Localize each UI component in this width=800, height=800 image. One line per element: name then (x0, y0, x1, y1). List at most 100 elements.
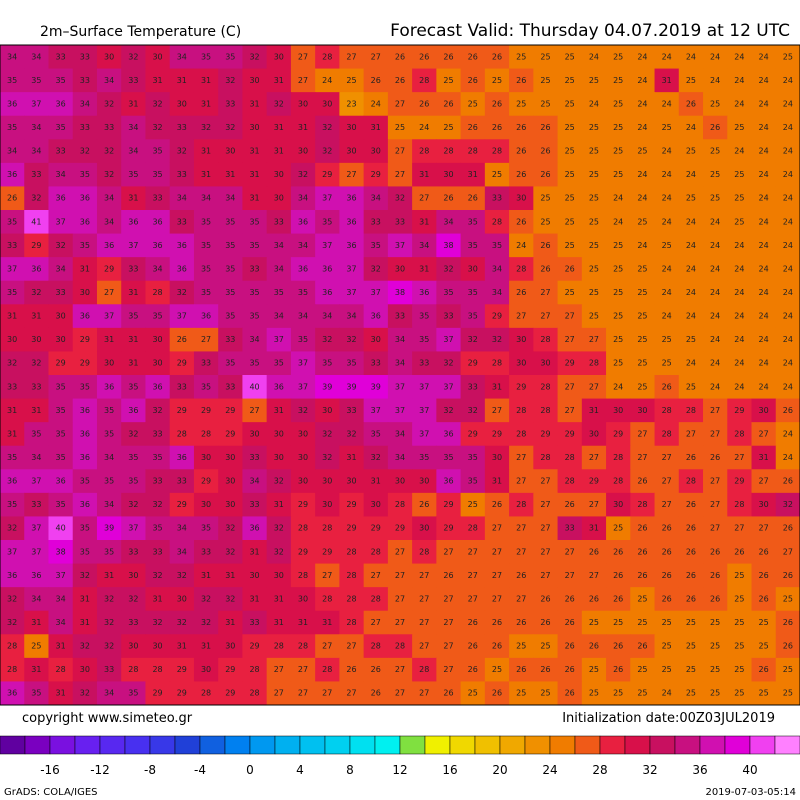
temp-label: 35 (419, 335, 429, 344)
temp-cell (363, 445, 389, 470)
temp-label: 25 (613, 359, 623, 368)
temp-label: 27 (565, 406, 575, 415)
temp-label: 30 (613, 500, 623, 509)
temp-cell (145, 351, 171, 376)
temp-cell (24, 257, 49, 282)
temp-cell (727, 375, 753, 400)
temp-label: 27 (516, 477, 526, 486)
temp-cell (727, 563, 753, 588)
temp-cell (606, 516, 631, 541)
temp-cell (727, 445, 753, 470)
temp-label: 26 (395, 52, 405, 61)
temp-cell (436, 139, 462, 164)
temp-label: 29 (152, 689, 162, 698)
temp-label: 28 (662, 429, 672, 438)
temp-cell (727, 516, 753, 541)
temp-label: 25 (589, 665, 599, 674)
temp-cell (630, 115, 656, 140)
temp-cell (193, 492, 219, 517)
temp-label: 35 (201, 382, 211, 391)
temp-label: 37 (346, 264, 356, 273)
temp-label: 35 (56, 500, 66, 509)
temp-label: 27 (516, 524, 526, 533)
colorbar-swatch (224, 735, 251, 755)
temp-label: 31 (759, 453, 769, 462)
temp-label: 32 (346, 335, 356, 344)
temp-label: 35 (468, 217, 478, 226)
temp-label: 25 (565, 52, 575, 61)
temp-cell (266, 657, 292, 682)
temp-cell (0, 115, 25, 140)
temp-cell (169, 681, 195, 706)
temp-label: 27 (637, 429, 647, 438)
temp-cell (387, 92, 413, 117)
temp-label: 30 (419, 524, 429, 533)
temp-label: 30 (56, 312, 66, 321)
temp-cell (24, 610, 49, 635)
temp-cell (339, 45, 365, 70)
temp-cell (266, 210, 292, 235)
temp-cell (533, 162, 559, 187)
temp-cell (169, 587, 195, 612)
temp-label: 30 (589, 429, 599, 438)
temp-cell (533, 422, 559, 447)
temp-label: 31 (201, 76, 211, 85)
temp-cell (145, 139, 171, 164)
temp-label: 30 (225, 453, 235, 462)
temp-cell (654, 398, 680, 423)
temp-cell (72, 422, 98, 447)
temp-label: 27 (395, 665, 405, 674)
temp-cell (436, 398, 462, 423)
temp-label: 26 (516, 217, 526, 226)
temp-cell (727, 587, 753, 612)
temp-cell (72, 657, 98, 682)
temp-cell (266, 92, 292, 117)
temp-label: 26 (565, 618, 575, 627)
colorbar-swatch (0, 735, 26, 755)
temp-cell (751, 304, 777, 329)
temp-cell (533, 375, 559, 400)
temp-cell (412, 587, 437, 612)
temp-label: 27 (443, 642, 453, 651)
temp-cell (436, 634, 462, 659)
temp-label: 25 (637, 264, 647, 273)
temp-cell (218, 45, 243, 70)
temp-label: 24 (783, 194, 793, 203)
temp-cell (533, 304, 559, 329)
temp-cell (193, 210, 219, 235)
temp-cell (242, 327, 268, 352)
temp-label: 31 (7, 312, 17, 321)
temp-cell (484, 68, 510, 93)
temp-label: 32 (274, 99, 284, 108)
temp-cell (218, 540, 243, 565)
colorbar-swatch (524, 735, 551, 755)
temp-label: 25 (565, 241, 575, 250)
temp-label: 26 (783, 406, 793, 415)
temp-cell (436, 657, 462, 682)
temp-label: 37 (128, 524, 138, 533)
temp-cell (606, 233, 631, 258)
temp-label: 36 (443, 429, 453, 438)
temp-label: 28 (540, 382, 550, 391)
temp-cell (678, 233, 704, 258)
temp-label: 32 (322, 123, 332, 132)
temp-label: 33 (419, 359, 429, 368)
temp-label: 26 (492, 642, 502, 651)
temp-label: 25 (613, 241, 623, 250)
temp-label: 29 (201, 477, 211, 486)
temp-label: 25 (613, 524, 623, 533)
temp-label: 27 (516, 594, 526, 603)
temp-cell (121, 587, 146, 612)
temp-cell (484, 540, 510, 565)
temp-label: 33 (395, 217, 405, 226)
temp-cell (436, 563, 462, 588)
temp-label: 32 (298, 406, 308, 415)
temp-cell (315, 115, 340, 140)
temp-label: 24 (783, 288, 793, 297)
temp-label: 25 (662, 359, 672, 368)
temp-label: 26 (613, 594, 623, 603)
temp-label: 32 (128, 429, 138, 438)
temp-label: 32 (128, 52, 138, 61)
temp-cell (193, 257, 219, 282)
temp-label: 27 (686, 429, 696, 438)
